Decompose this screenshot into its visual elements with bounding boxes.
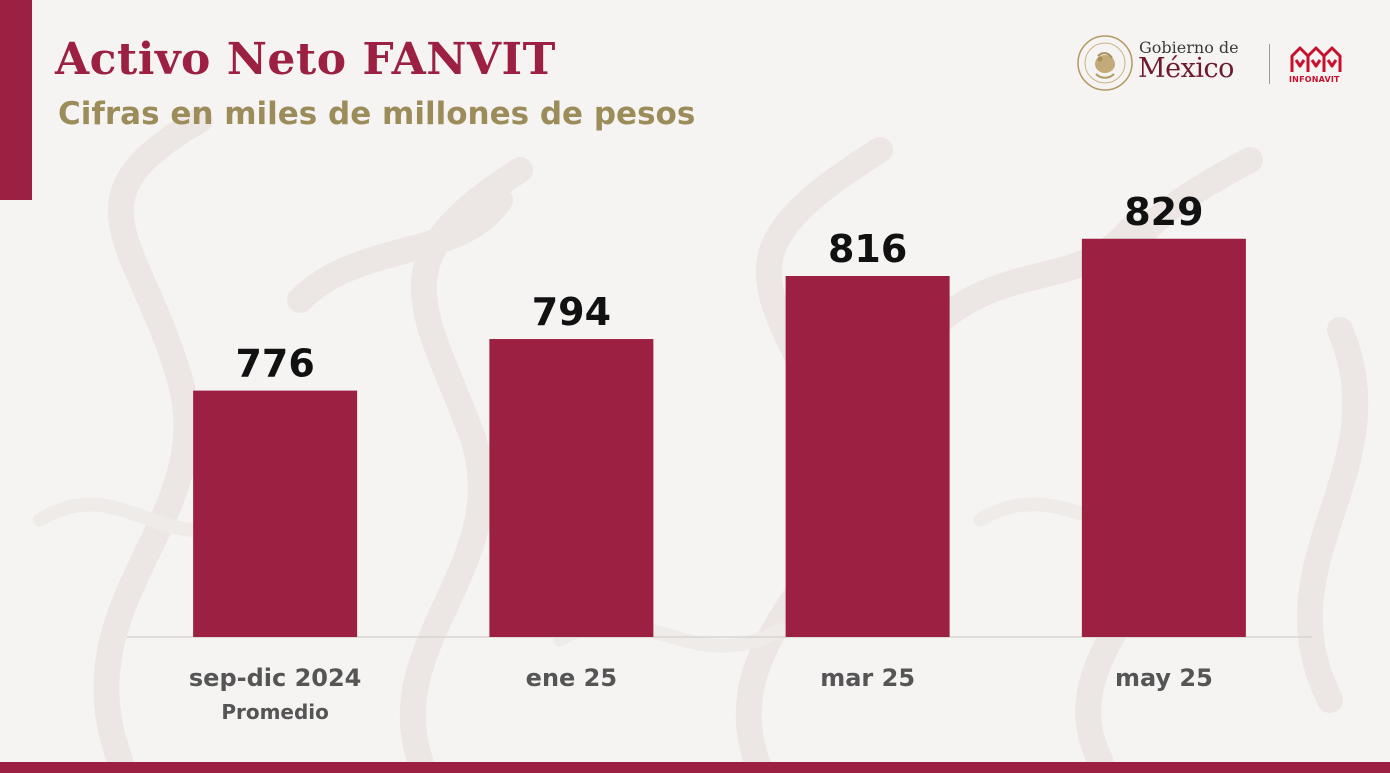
bar-3	[785, 276, 950, 637]
gobierno-label: Gobierno de	[1139, 38, 1239, 57]
mexico-label: México	[1138, 53, 1234, 84]
data-label-4: 829	[1124, 190, 1203, 234]
category-label-3: mar 25	[820, 664, 915, 692]
infonavit-logo-icon	[1290, 46, 1342, 72]
bar-4	[1081, 238, 1246, 637]
category-sublabel-1: Promedio	[221, 700, 329, 724]
category-label-1: sep-dic 2024	[189, 664, 362, 692]
mexico-seal-icon	[1077, 35, 1133, 91]
data-label-3: 816	[828, 227, 907, 271]
page-subtitle: Cifras en miles de millones de pesos	[58, 96, 696, 132]
bottom-accent-bar	[0, 762, 1390, 773]
category-label-4: may 25	[1115, 664, 1213, 692]
bar-2	[489, 339, 654, 637]
left-accent-bar	[0, 0, 32, 200]
data-label-1: 776	[235, 342, 314, 386]
logo-divider	[1269, 44, 1270, 84]
header-logos: Gobierno de México INFONAVIT	[1076, 34, 1346, 94]
infonavit-label: INFONAVIT	[1289, 75, 1340, 84]
data-label-2: 794	[532, 290, 611, 334]
category-label-2: ene 25	[526, 664, 617, 692]
bar-1	[193, 390, 358, 637]
page-title: Activo Neto FANVIT	[55, 34, 556, 85]
